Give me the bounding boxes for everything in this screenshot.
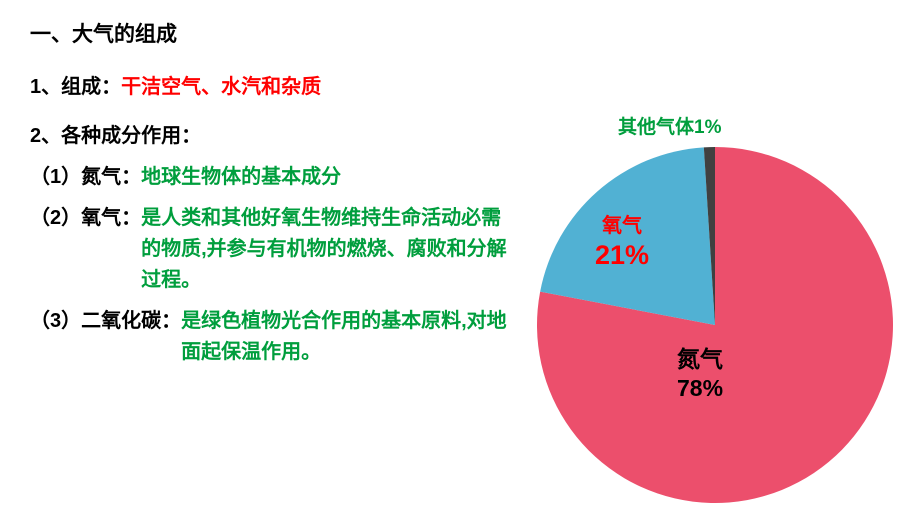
item-desc: 是绿色植物光合作用的基本原料,对地面起保温作用。 — [181, 306, 510, 368]
pie-chart: 氮气 78% 氧气 21% — [530, 140, 900, 510]
pie-label-other: 其他气体1% — [618, 112, 721, 139]
pie-label-nitrogen: 氮气 78% — [677, 345, 723, 403]
composition-label: 1、组成： — [30, 70, 121, 99]
item-nitrogen: （1）氮气： 地球生物体的基本成分 — [30, 162, 510, 193]
item-desc: 是人类和其他好氧生物维持生命活动必需的物质,并参与有机物的燃烧、腐败和分解过程。 — [141, 203, 510, 296]
item-desc: 地球生物体的基本成分 — [141, 162, 341, 193]
pie-label-oxygen-name: 氧气 — [595, 214, 649, 239]
composition-value: 干洁空气、水汽和杂质 — [121, 70, 321, 99]
pie-svg — [530, 140, 900, 510]
section-heading: 一、大气的组成 — [30, 18, 510, 48]
item-co2: （3）二氧化碳： 是绿色植物光合作用的基本原料,对地面起保温作用。 — [30, 306, 510, 368]
pie-label-nitrogen-name: 氮气 — [677, 345, 723, 374]
item-label: （1）氮气： — [30, 162, 141, 193]
pie-label-oxygen-pct: 21% — [595, 239, 649, 273]
pie-label-oxygen: 氧气 21% — [595, 214, 649, 273]
roles-heading: 2、各种成分作用： — [30, 119, 510, 148]
composition-row: 1、组成： 干洁空气、水汽和杂质 — [30, 70, 510, 99]
item-oxygen: （2）氧气： 是人类和其他好氧生物维持生命活动必需的物质,并参与有机物的燃烧、腐… — [30, 203, 510, 296]
pie-label-nitrogen-pct: 78% — [677, 374, 723, 403]
item-label: （2）氧气： — [30, 203, 141, 234]
item-label: （3）二氧化碳： — [30, 306, 181, 337]
